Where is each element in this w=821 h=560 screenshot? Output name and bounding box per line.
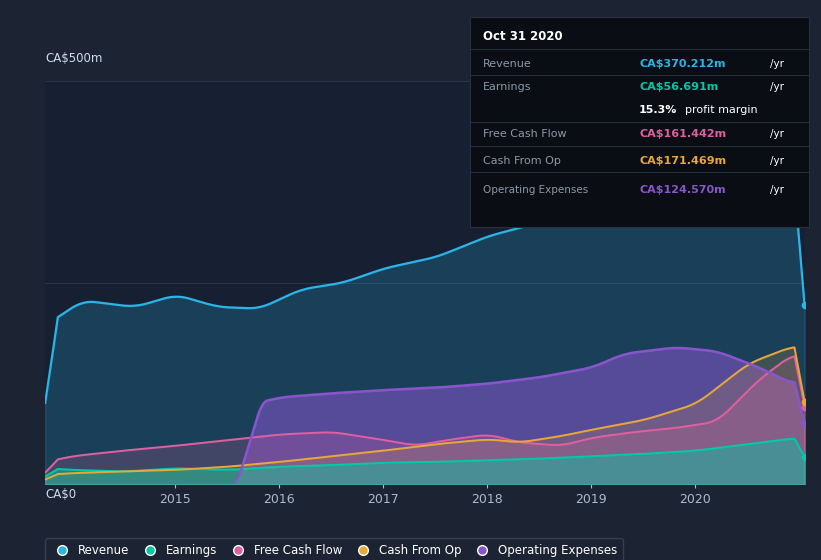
Text: /yr: /yr <box>770 82 784 92</box>
Text: Oct 31 2020: Oct 31 2020 <box>484 30 563 43</box>
Text: CA$0: CA$0 <box>45 488 76 501</box>
Text: Cash From Op: Cash From Op <box>484 156 561 166</box>
Text: CA$124.570m: CA$124.570m <box>639 185 726 195</box>
Text: /yr: /yr <box>770 129 784 139</box>
Text: /yr: /yr <box>770 185 784 195</box>
Text: Operating Expenses: Operating Expenses <box>484 185 589 195</box>
Text: Earnings: Earnings <box>484 82 532 92</box>
Text: /yr: /yr <box>770 59 784 69</box>
Text: Free Cash Flow: Free Cash Flow <box>484 129 566 139</box>
Text: CA$370.212m: CA$370.212m <box>639 59 726 69</box>
Text: profit margin: profit margin <box>685 105 758 115</box>
Text: CA$56.691m: CA$56.691m <box>639 82 718 92</box>
Text: 15.3%: 15.3% <box>639 105 677 115</box>
Text: CA$171.469m: CA$171.469m <box>639 156 727 166</box>
Text: /yr: /yr <box>770 156 784 166</box>
Legend: Revenue, Earnings, Free Cash Flow, Cash From Op, Operating Expenses: Revenue, Earnings, Free Cash Flow, Cash … <box>44 538 623 560</box>
Text: Revenue: Revenue <box>484 59 532 69</box>
Text: CA$500m: CA$500m <box>45 52 103 65</box>
Text: CA$161.442m: CA$161.442m <box>639 129 727 139</box>
